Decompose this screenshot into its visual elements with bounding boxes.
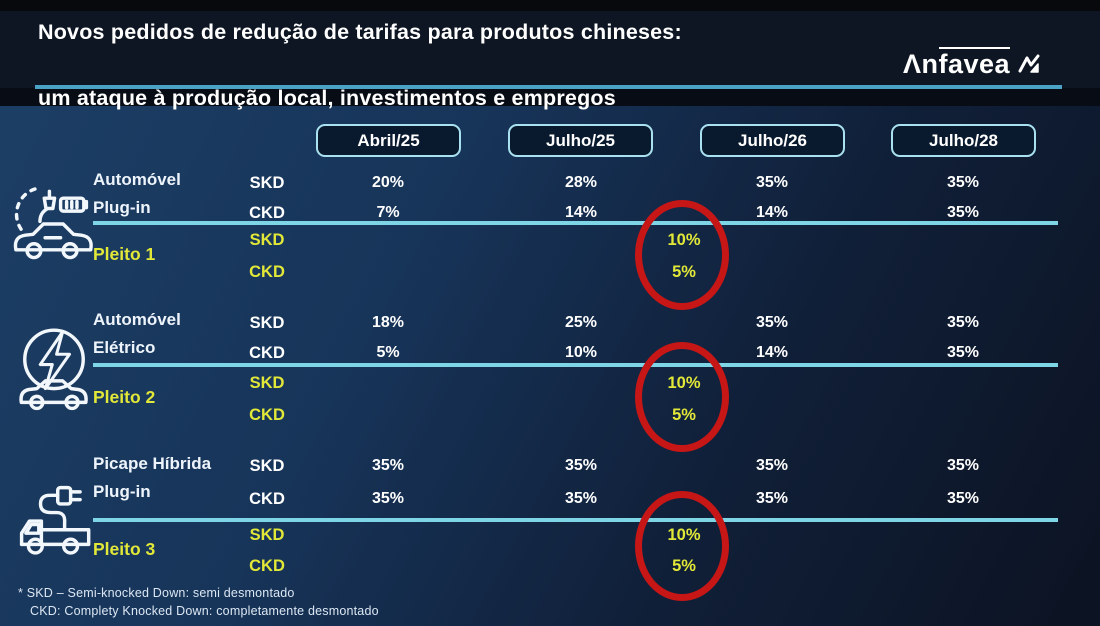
- pleito-label: Pleito 1: [93, 244, 156, 264]
- column-header-abril-25: Abril/25: [316, 124, 461, 157]
- highlight-circle: [635, 200, 729, 310]
- separator-line: [93, 221, 1058, 225]
- pleito-label: Pleito 2: [93, 387, 156, 407]
- tariff-cell: 35%: [755, 457, 789, 474]
- highlight-circle: [635, 342, 729, 452]
- anfavea-logo: Λnfavea: [903, 47, 1041, 79]
- tariff-cell: 35%: [371, 490, 405, 507]
- ckd-row-label: CKD: [249, 204, 285, 222]
- slide-title-line1: Novos pedidos de redução de tarifas para…: [38, 20, 682, 44]
- tariff-cell: 35%: [755, 174, 789, 191]
- pleito-skd-label: SKD: [249, 374, 285, 392]
- hybrid-pickup-icon: [13, 474, 99, 570]
- pleito-ckd-label: CKD: [249, 263, 285, 281]
- separator-line: [93, 518, 1058, 522]
- slide-title: Novos pedidos de redução de tarifas para…: [38, 16, 682, 115]
- vehicle-name-line1: Automóvel: [93, 170, 181, 189]
- vehicle-name-line1: Automóvel: [93, 310, 181, 329]
- anfavea-logo-icon: [1018, 54, 1040, 73]
- pleito-ckd-label: CKD: [249, 406, 285, 424]
- tariff-cell: 28%: [564, 174, 598, 191]
- ckd-row-label: CKD: [249, 490, 285, 508]
- pleito-label: Pleito 3: [93, 539, 156, 559]
- pleito-ckd-label: CKD: [249, 557, 285, 575]
- highlight-circle: [635, 491, 729, 601]
- footnote-ckd: CKD: Complety Knocked Down: completament…: [30, 604, 379, 618]
- vehicle-name-line2: Plug-in: [93, 198, 151, 217]
- tariff-cell: 35%: [946, 204, 980, 221]
- plugin-car-icon: [9, 176, 95, 272]
- vehicle-name-line2: Plug-in: [93, 482, 151, 501]
- tariff-cell: 7%: [376, 204, 400, 221]
- skd-row-label: SKD: [249, 314, 285, 332]
- tariff-cell: 35%: [946, 457, 980, 474]
- tariff-cell: 35%: [564, 457, 598, 474]
- tariff-cell: 14%: [564, 204, 598, 221]
- tariff-cell: 18%: [371, 314, 405, 331]
- skd-row-label: SKD: [249, 174, 285, 192]
- tariff-cell: 35%: [946, 490, 980, 507]
- top-strip: [0, 0, 1100, 11]
- tariff-cell: 10%: [564, 344, 598, 361]
- slide-title-line2: um ataque à produção local, investimento…: [38, 86, 616, 110]
- tariff-cell: 14%: [755, 204, 789, 221]
- header-band: Novos pedidos de redução de tarifas para…: [0, 0, 1100, 110]
- tariff-cell: 35%: [564, 490, 598, 507]
- tariff-cell: 35%: [946, 314, 980, 331]
- tariff-cell: 25%: [564, 314, 598, 331]
- pleito-skd-label: SKD: [249, 526, 285, 544]
- tariff-cell: 35%: [755, 490, 789, 507]
- tariff-cell: 5%: [376, 344, 400, 361]
- tariff-cell: 20%: [371, 174, 405, 191]
- tariff-cell: 35%: [755, 314, 789, 331]
- column-header-julho-28: Julho/28: [891, 124, 1036, 157]
- footnote-skd: * SKD – Semi-knocked Down: semi desmonta…: [18, 586, 295, 600]
- vehicle-name-line1: Picape Híbrida: [93, 454, 212, 473]
- tariff-cell: 35%: [946, 174, 980, 191]
- skd-row-label: SKD: [249, 457, 285, 475]
- pleito-skd-label: SKD: [249, 231, 285, 249]
- column-header-julho-25: Julho/25: [508, 124, 653, 157]
- tariff-cell: 35%: [371, 457, 405, 474]
- vehicle-name-line2: Elétrico: [93, 338, 156, 357]
- tariff-cell: 35%: [946, 344, 980, 361]
- electric-car-icon: [11, 320, 97, 416]
- header-underline: [35, 85, 1062, 89]
- ckd-row-label: CKD: [249, 344, 285, 362]
- anfavea-logo-text: Λnfavea: [903, 47, 1011, 79]
- column-header-julho-26: Julho/26: [700, 124, 845, 157]
- separator-line: [93, 363, 1058, 367]
- tariff-cell: 14%: [755, 344, 789, 361]
